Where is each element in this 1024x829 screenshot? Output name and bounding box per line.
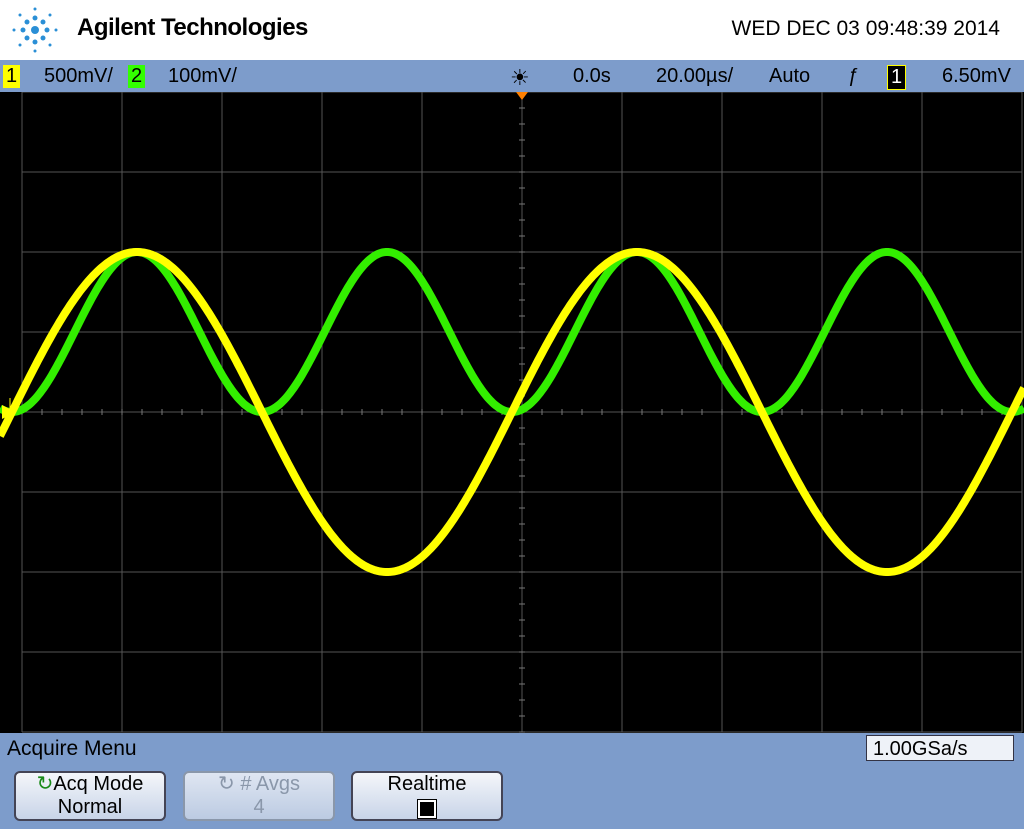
softkey-indicator bbox=[353, 796, 501, 824]
time-scale: 20.00µs/ bbox=[656, 65, 734, 87]
ch1-scale: 500mV/ bbox=[44, 65, 113, 87]
softkey[interactable]: ↻ # Avgs 4 bbox=[183, 771, 335, 821]
ground-marker bbox=[2, 405, 16, 419]
softkey-label: Realtime bbox=[387, 773, 467, 795]
time-delay: 0.0s bbox=[573, 65, 611, 87]
softkey-value: Normal bbox=[57, 796, 123, 818]
ch2-badge: 2 bbox=[128, 65, 146, 88]
softkey-label-text: # Avgs bbox=[240, 773, 300, 795]
softkey-value: 4 bbox=[253, 796, 265, 818]
header: Agilent Technologies WED DEC 03 09:48:39… bbox=[0, 0, 1024, 60]
trigger-edge: ƒ bbox=[848, 65, 860, 87]
menu-bar: Acquire Menu 1.00GSa/s ↻Acq Mode Normal … bbox=[0, 733, 1024, 829]
ch1-badge: 1 bbox=[3, 65, 21, 88]
softkey-label: ↻ # Avgs bbox=[217, 773, 300, 795]
brand: Agilent Technologies bbox=[77, 14, 308, 41]
trigger-marker bbox=[516, 92, 528, 100]
menu-title: Acquire Menu bbox=[7, 737, 137, 760]
trigger-source: 1 bbox=[887, 65, 907, 90]
ch2-scale: 100mV/ bbox=[168, 65, 237, 87]
delay-icon: ☀ bbox=[510, 65, 530, 90]
scope-screen bbox=[0, 92, 1024, 733]
softkey[interactable]: ↻Acq Mode Normal bbox=[14, 771, 166, 821]
logo bbox=[12, 7, 58, 53]
datetime: WED DEC 03 09:48:39 2014 bbox=[731, 17, 1001, 40]
status-bar: 1 500mV/ 2 100mV/ ☀ 0.0s 20.00µs/ Auto ƒ… bbox=[0, 60, 1024, 92]
trigger-level: 6.50mV bbox=[942, 65, 1011, 87]
softkey[interactable]: Realtime bbox=[351, 771, 503, 821]
channel-1-trace bbox=[0, 248, 1024, 576]
trigger-mode: Auto bbox=[769, 65, 811, 87]
softkey-label-text: Acq Mode bbox=[53, 773, 144, 795]
sample-rate: 1.00GSa/s bbox=[866, 735, 1014, 761]
softkey-label: ↻Acq Mode bbox=[36, 773, 144, 795]
